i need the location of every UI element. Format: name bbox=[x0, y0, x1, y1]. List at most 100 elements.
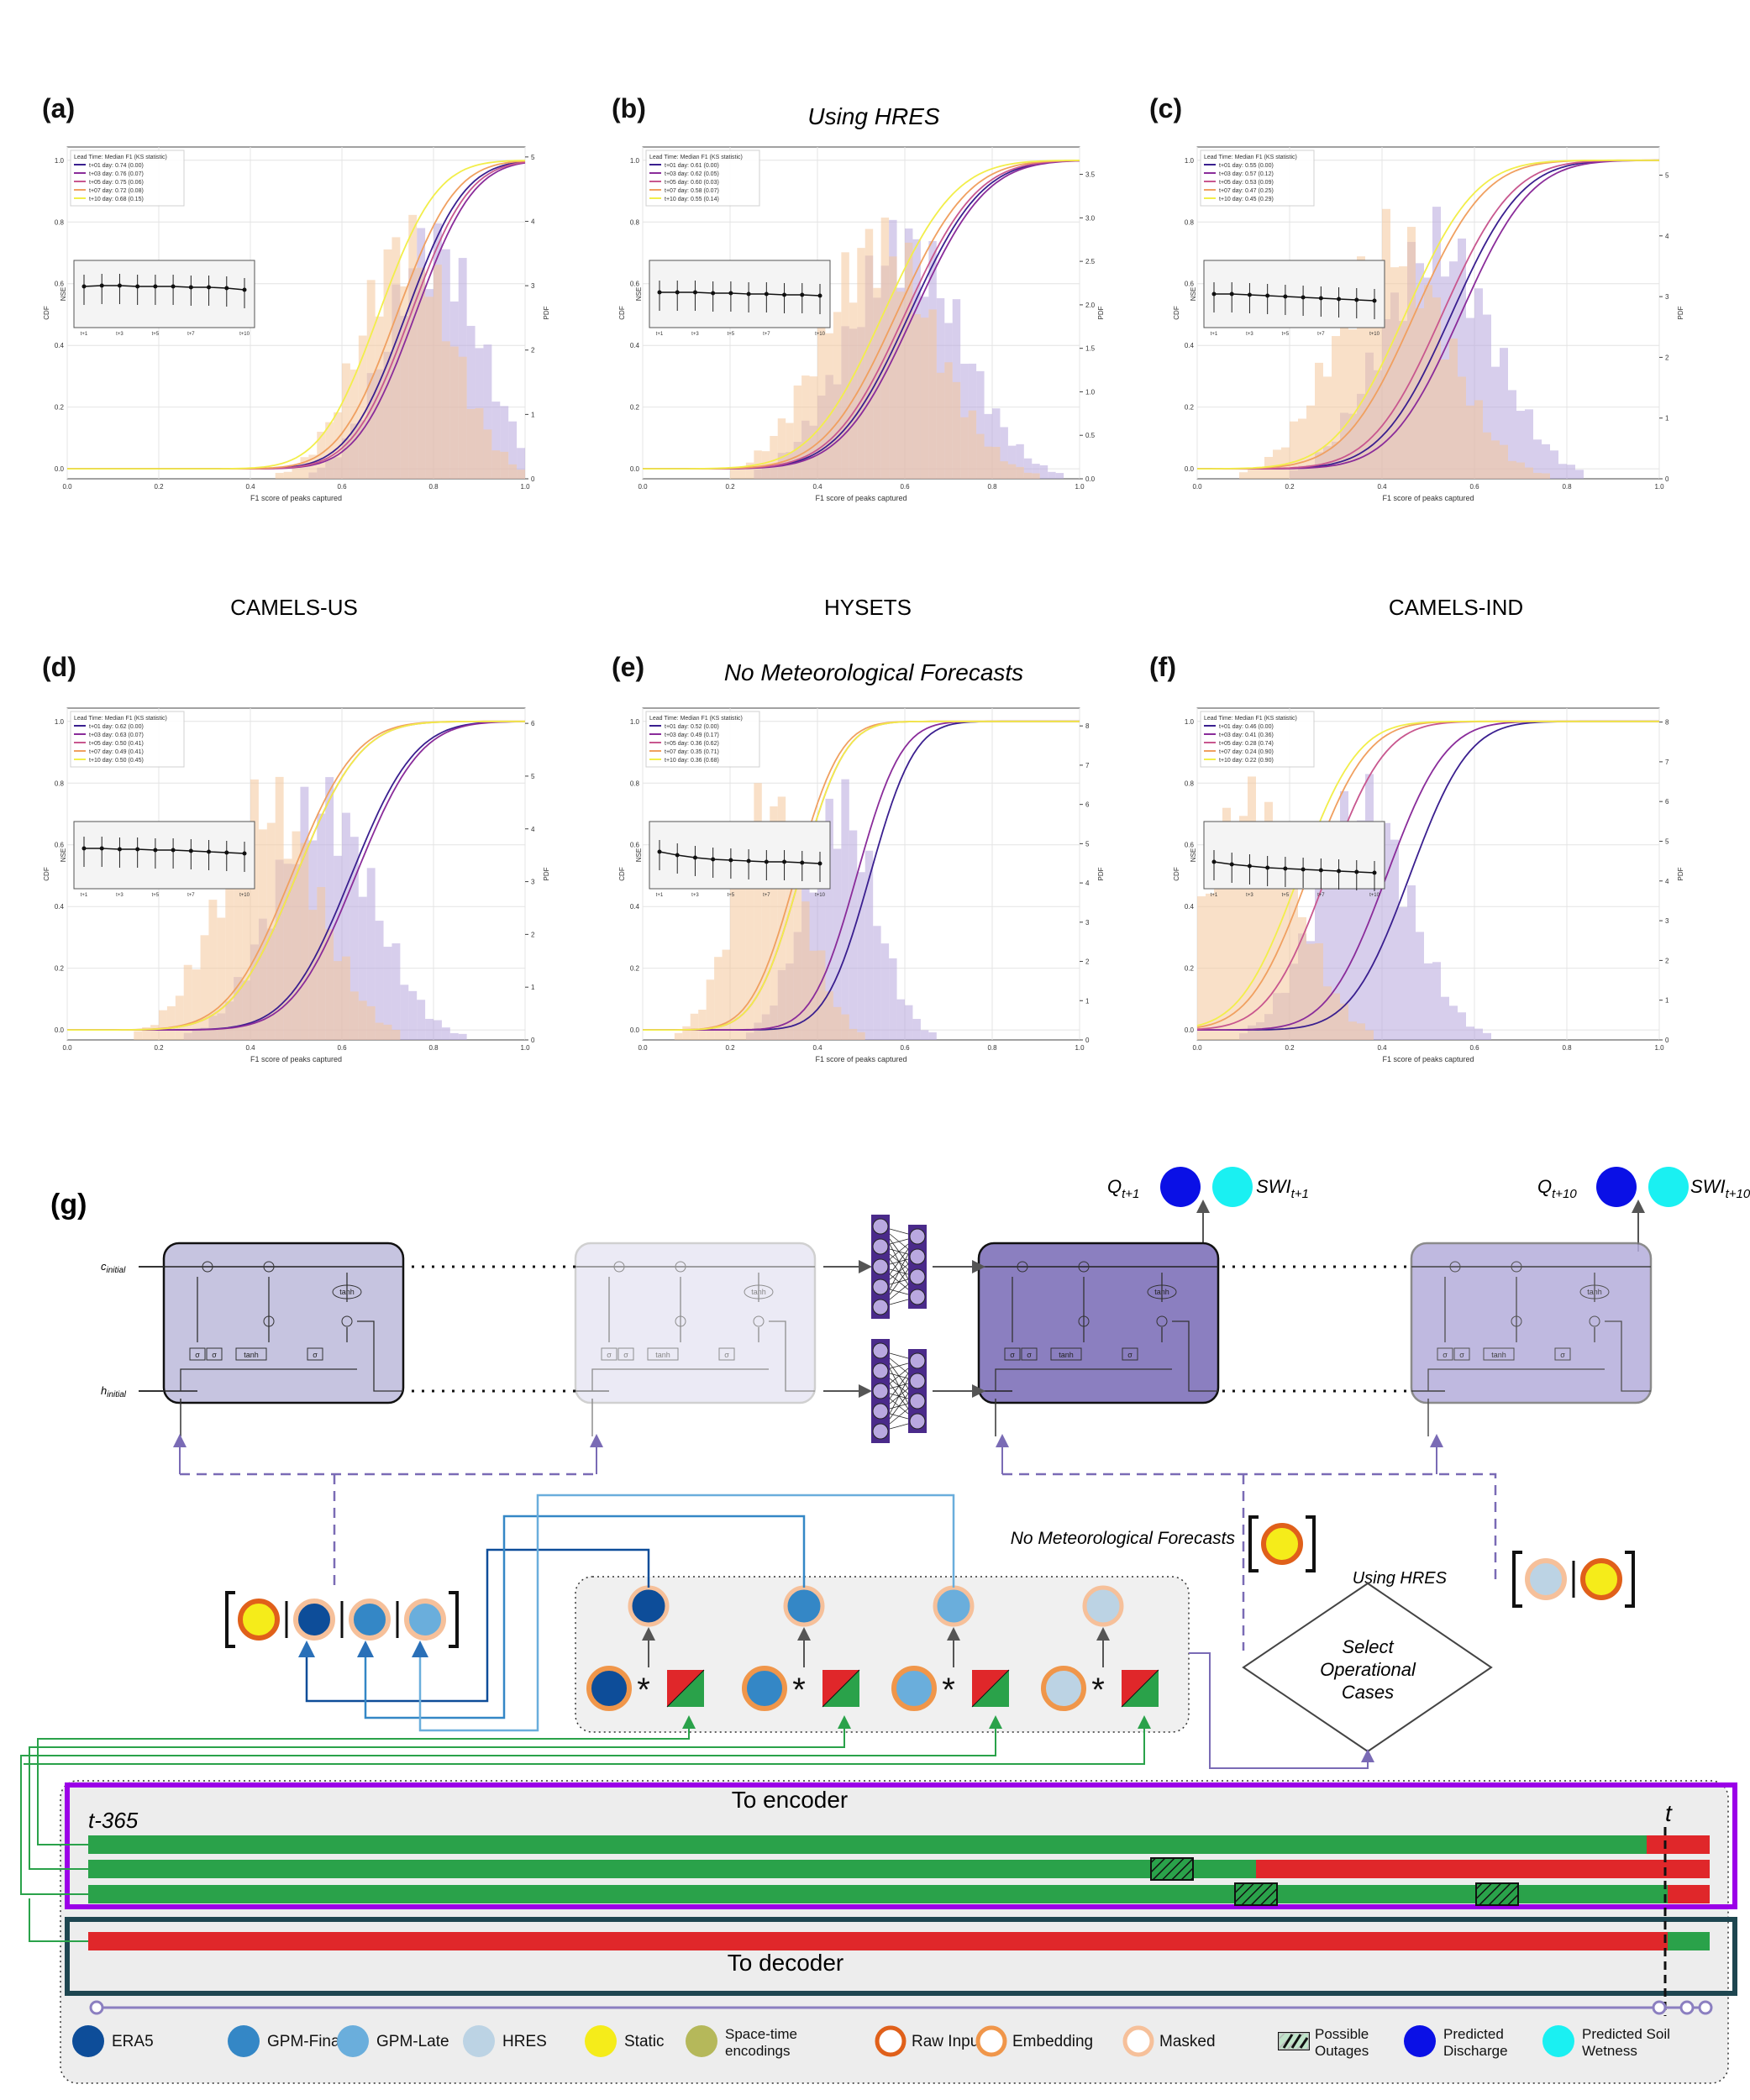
histogram-bar bbox=[1348, 329, 1357, 479]
mlp-node bbox=[909, 1373, 926, 1389]
histogram-bar bbox=[1239, 816, 1248, 1040]
histogram-bar bbox=[234, 843, 243, 1040]
histogram-bar bbox=[408, 990, 418, 1040]
histogram-bar bbox=[242, 860, 250, 1040]
y-tick-label: 0.4 bbox=[55, 903, 65, 911]
histogram-bar bbox=[1298, 916, 1306, 1040]
histogram-bar bbox=[275, 472, 284, 479]
histogram-bar bbox=[1483, 432, 1491, 479]
histogram-bar bbox=[1007, 464, 1017, 479]
inset-frame bbox=[73, 260, 255, 328]
legend-entry: t+07 day: 0.47 (0.25) bbox=[1219, 188, 1274, 194]
histogram-bar bbox=[864, 228, 874, 479]
histogram-bar bbox=[283, 471, 292, 479]
histogram-bar bbox=[912, 1018, 921, 1040]
mlp-node bbox=[909, 1268, 926, 1285]
histogram-bar bbox=[342, 956, 350, 1040]
histogram-bar bbox=[334, 412, 342, 479]
embedding-route-3 bbox=[412, 1494, 955, 1732]
histogram-bar bbox=[1290, 858, 1298, 1040]
nse-inset: NSE t+1 t+3 t+5 t+7 t+10 bbox=[1190, 260, 1385, 337]
y2-tick-label: 1.0 bbox=[1085, 388, 1096, 396]
histogram-bar bbox=[880, 943, 890, 1040]
x-axis-label: F1 score of peaks captured bbox=[1382, 1055, 1474, 1063]
space-time-diagonal bbox=[971, 1669, 1010, 1708]
histogram-bar bbox=[793, 853, 802, 1040]
y2-tick-label: 4 bbox=[1665, 233, 1669, 240]
gate-box bbox=[206, 1347, 223, 1361]
using-hres-label: Using HRES bbox=[1353, 1569, 1448, 1588]
inset-x-tick: t+7 bbox=[187, 332, 195, 337]
x-tick-label: 0.8 bbox=[1562, 483, 1572, 491]
inset-x-tick: t+1 bbox=[1211, 893, 1218, 898]
inset-x-tick: t+1 bbox=[656, 332, 664, 337]
histogram-bar bbox=[905, 242, 913, 479]
histogram-bar bbox=[317, 431, 326, 479]
gate-label: σ bbox=[1560, 1351, 1565, 1359]
histogram-bar bbox=[1332, 336, 1340, 479]
select-cases-line-1: Select bbox=[1342, 1636, 1394, 1657]
histogram-bar bbox=[1256, 851, 1264, 1040]
legend-box bbox=[645, 711, 760, 768]
histogram-bar bbox=[754, 783, 762, 1040]
histogram-bar bbox=[1007, 445, 1017, 479]
swi-t1-label: SWIt+1 bbox=[1256, 1176, 1309, 1201]
y2-tick-label: 5 bbox=[1085, 840, 1090, 848]
gate-label: σ bbox=[724, 1351, 729, 1359]
histogram-bar bbox=[150, 1025, 159, 1040]
histogram-bar bbox=[889, 256, 897, 479]
x-axis-label: F1 score of peaks captured bbox=[250, 1055, 342, 1063]
inset-x-tick: t+5 bbox=[728, 332, 735, 337]
encoder-frame bbox=[65, 1782, 1737, 1909]
multiply-sign: * bbox=[637, 1672, 650, 1709]
y2-tick-label: 1.5 bbox=[1085, 345, 1096, 353]
inset-line bbox=[84, 848, 245, 854]
histogram-bar bbox=[392, 1029, 401, 1040]
cell-wiring bbox=[1427, 1273, 1651, 1392]
histogram-bar bbox=[761, 843, 770, 1040]
histogram-bar bbox=[920, 318, 929, 479]
inset-x-tick: t+3 bbox=[116, 332, 123, 337]
histogram-bar bbox=[1432, 962, 1441, 1040]
legend-entry: t+05 day: 0.75 (0.06) bbox=[89, 180, 144, 186]
histogram-bar bbox=[833, 1006, 842, 1040]
mlp-state-c-icon bbox=[871, 1215, 927, 1319]
gate-label: tanh bbox=[1491, 1351, 1506, 1359]
gate-label: σ bbox=[1027, 1351, 1032, 1359]
histogram-bar bbox=[889, 958, 897, 1040]
gate-label: σ bbox=[313, 1351, 318, 1359]
histogram-bar bbox=[714, 957, 723, 1040]
histogram-bar bbox=[1032, 464, 1040, 479]
x-tick-label: 0.2 bbox=[1285, 1044, 1295, 1052]
histogram-bar bbox=[349, 837, 359, 1040]
legend-swatch-4 bbox=[463, 2025, 495, 2057]
x-tick-label: 0.6 bbox=[900, 1044, 910, 1052]
histogram-bar bbox=[366, 1005, 376, 1040]
nse-inset: NSE t+1 t+3 t+5 t+7 t+10 bbox=[60, 260, 255, 337]
timeline-bar-gpm-final bbox=[88, 1860, 1256, 1878]
inset-line bbox=[1213, 861, 1375, 874]
y-axis-label: CDF bbox=[618, 306, 626, 320]
y-tick-label: 0.4 bbox=[630, 903, 640, 911]
histogram-bar bbox=[225, 848, 234, 1040]
inset-ylabel: NSE bbox=[635, 848, 643, 862]
legend: Lead Time: Median F1 (KS statistic) t+01 … bbox=[645, 150, 760, 207]
h-initial-label: hinitial bbox=[101, 1384, 127, 1399]
x-tick-label: 0.6 bbox=[337, 483, 347, 491]
histogram-bar bbox=[1365, 1030, 1374, 1040]
legend-label-2: GPM-Final bbox=[267, 2033, 344, 2050]
legend-entry: t+03 day: 0.57 (0.12) bbox=[1219, 171, 1274, 177]
pointwise-op bbox=[1078, 1261, 1090, 1273]
mlp-node bbox=[872, 1362, 889, 1379]
no-met-label: No Meteorological Forecasts bbox=[1011, 1529, 1236, 1548]
legend-title: Lead Time: Median F1 (KS statistic) bbox=[649, 716, 743, 722]
x-tick-label: 1.0 bbox=[520, 483, 530, 491]
histogram-bar bbox=[175, 995, 184, 1040]
y-tick-label: 0.0 bbox=[1185, 465, 1195, 473]
histogram-bar bbox=[1374, 855, 1382, 1040]
inset-x-tick: t+10 bbox=[239, 893, 250, 898]
histogram-bar bbox=[1332, 993, 1340, 1040]
gate-label: σ bbox=[1443, 1351, 1448, 1359]
gate-label: σ bbox=[1010, 1351, 1015, 1359]
